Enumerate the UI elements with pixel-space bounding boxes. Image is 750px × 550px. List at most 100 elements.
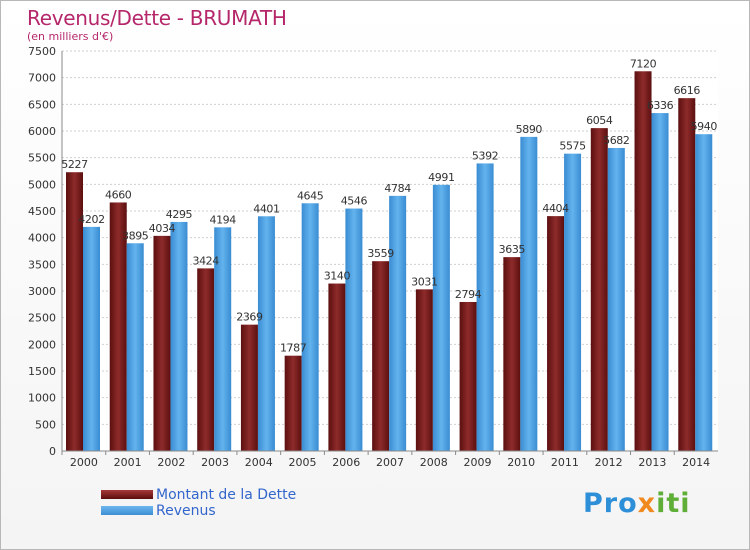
y-tick-label: 6000 [28, 125, 56, 138]
bar-debt [503, 257, 521, 451]
value-label-debt: 3140 [324, 270, 351, 283]
x-tick-label: 2001 [114, 456, 142, 469]
bar-revenue [389, 195, 407, 451]
bar-debt [634, 71, 652, 452]
bar-revenue [345, 208, 363, 451]
x-tick-label: 2012 [595, 456, 623, 469]
y-tick-label: 4500 [28, 205, 56, 218]
y-tick-label: 0 [49, 445, 56, 458]
bar-debt [590, 128, 608, 451]
value-label-debt: 4404 [542, 202, 569, 215]
x-tick-label: 2008 [420, 456, 448, 469]
value-label-revenue: 4991 [428, 171, 454, 184]
bar-revenue [651, 113, 669, 451]
bar-revenue [432, 184, 450, 451]
value-label-revenue: 6336 [647, 99, 674, 112]
bar-revenue [476, 163, 494, 451]
bar-revenue [257, 216, 275, 451]
x-tick-label: 2005 [289, 456, 317, 469]
bar-debt [240, 324, 258, 451]
value-label-debt: 2369 [236, 311, 263, 324]
x-tick-label: 2002 [157, 456, 185, 469]
x-tick-label: 2006 [332, 456, 360, 469]
y-tick-label: 3500 [28, 258, 56, 271]
y-tick-label: 6500 [28, 98, 56, 111]
value-label-revenue: 4194 [209, 213, 236, 226]
value-label-revenue: 5575 [559, 140, 586, 153]
bar-debt [372, 261, 390, 451]
value-label-debt: 6616 [674, 84, 701, 97]
y-tick-label: 2000 [28, 338, 56, 351]
x-tick-label: 2014 [682, 456, 710, 469]
value-label-revenue: 4784 [384, 182, 411, 195]
y-tick-label: 1500 [28, 365, 56, 378]
bar-revenue [520, 136, 538, 451]
value-label-revenue: 3895 [122, 229, 149, 242]
x-tick-label: 2009 [463, 456, 491, 469]
bar-revenue [170, 221, 188, 451]
value-label-revenue: 4401 [253, 202, 279, 215]
bar-debt [109, 202, 127, 451]
bar-revenue [126, 243, 144, 451]
y-tick-label: 5500 [28, 152, 56, 165]
y-tick-label: 500 [35, 418, 56, 431]
logo-part-2: x [637, 488, 657, 519]
y-tick-label: 7000 [28, 72, 56, 85]
chart-subtitle: (en milliers d'€) [27, 30, 114, 43]
bar-debt [284, 355, 302, 451]
value-label-debt: 6054 [586, 114, 613, 127]
value-label-debt: 3635 [499, 243, 526, 256]
x-tick-label: 2013 [638, 456, 666, 469]
value-label-debt: 5227 [61, 158, 88, 171]
x-tick-label: 2003 [201, 456, 229, 469]
value-label-revenue: 4295 [166, 208, 193, 221]
value-label-debt: 3031 [411, 275, 437, 288]
value-label-debt: 7120 [630, 57, 657, 70]
legend-swatch-debt [101, 490, 153, 499]
value-label-debt: 4660 [105, 188, 132, 201]
x-tick-label: 2011 [551, 456, 579, 469]
bar-debt [678, 98, 696, 451]
value-label-revenue: 5682 [603, 134, 629, 147]
y-tick-label: 4000 [28, 232, 56, 245]
value-label-debt: 1787 [280, 342, 307, 355]
bar-debt [197, 268, 215, 451]
bar-debt [415, 289, 433, 451]
value-label-debt: 3424 [192, 254, 219, 267]
bar-debt [547, 216, 565, 451]
bar-revenue [564, 153, 582, 451]
bars-layer [66, 71, 713, 452]
x-tick-label: 2000 [70, 456, 98, 469]
bar-debt [66, 172, 83, 451]
value-label-debt: 2794 [455, 288, 482, 301]
bar-revenue [607, 147, 625, 451]
x-tick-label: 2010 [507, 456, 535, 469]
chart-title: Revenus/Dette - BRUMATH [27, 6, 287, 30]
axis-layer: 0 500 1000 1500 2000 2500 3000 3500 4000 4500 5000… [28, 45, 718, 469]
value-label-revenue: 5392 [472, 149, 498, 162]
x-tick-label: 2007 [376, 456, 404, 469]
value-label-revenue: 4202 [78, 213, 104, 226]
legend-swatch-revenue [101, 506, 153, 515]
x-tick-label: 2004 [245, 456, 273, 469]
value-label-revenue: 4645 [297, 189, 324, 202]
value-label-revenue: 5890 [516, 123, 543, 136]
bar-debt [328, 283, 346, 451]
legend-label-debt: Montant de la Dette [156, 487, 297, 503]
y-tick-label: 2500 [28, 312, 56, 325]
value-label-revenue: 4546 [341, 195, 368, 208]
legend-label-revenue: Revenus [156, 503, 216, 519]
y-tick-label: 1000 [28, 392, 56, 405]
bar-debt [153, 235, 171, 451]
bar-revenue [301, 203, 319, 451]
value-label-debt: 3559 [367, 247, 394, 260]
y-tick-label: 3000 [28, 285, 56, 298]
logo-part-3: iti [656, 488, 691, 519]
proxiti-logo: Proxiti [583, 488, 691, 519]
y-tick-label: 7500 [28, 45, 56, 58]
bar-revenue [83, 226, 100, 451]
value-label-revenue: 5940 [691, 120, 718, 133]
